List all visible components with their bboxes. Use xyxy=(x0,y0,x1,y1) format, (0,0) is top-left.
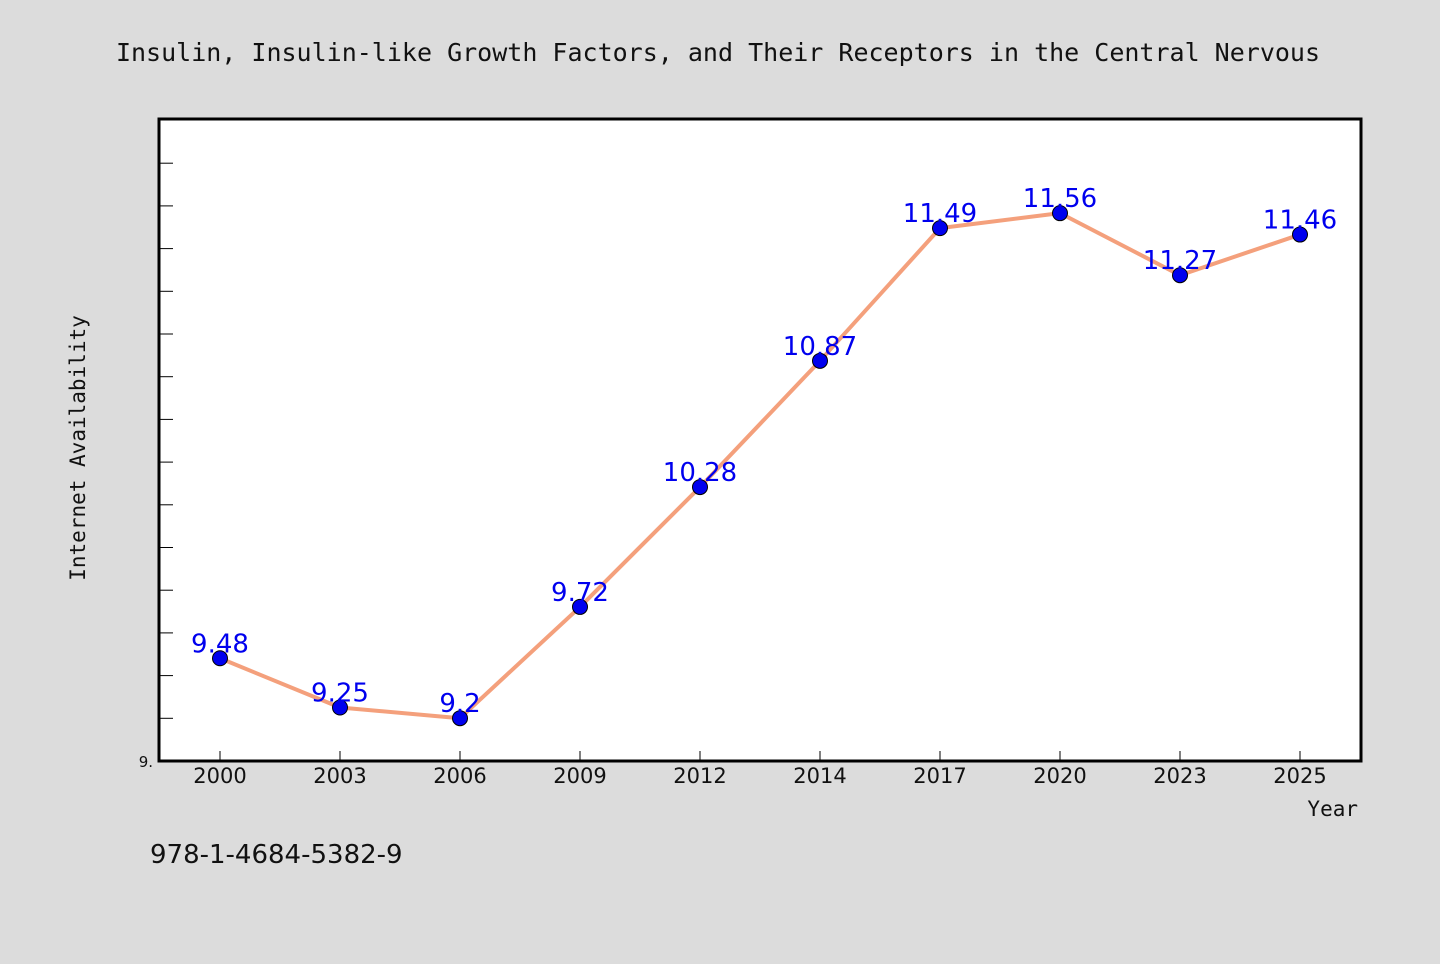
x-tick-label: 2012 xyxy=(673,764,726,788)
x-tick-label: 2003 xyxy=(313,764,366,788)
data-point xyxy=(212,650,228,667)
x-tick-label: 2020 xyxy=(1033,764,1086,788)
data-label: 11.46 xyxy=(1263,206,1337,236)
data-label: 10.28 xyxy=(663,458,737,488)
data-label: 11.27 xyxy=(1143,246,1217,276)
series-line xyxy=(219,211,1301,721)
data-point xyxy=(812,352,828,369)
data-point xyxy=(1172,267,1188,284)
data-point xyxy=(332,699,348,716)
data-point xyxy=(1292,226,1308,243)
chart-title: Insulin, Insulin-like Growth Factors, an… xyxy=(116,38,1320,67)
x-axis-ticks: 2000 2003 2006 2009 2012 2014 2017 2020 2023 2025 xyxy=(193,751,1327,788)
data-point xyxy=(692,479,708,496)
x-tick-label: 2006 xyxy=(433,764,486,788)
data-point xyxy=(932,220,948,237)
x-axis-label: Year xyxy=(1307,797,1358,821)
data-point xyxy=(572,598,588,615)
x-tick-label: 2009 xyxy=(553,764,606,788)
data-label: 9.2 xyxy=(439,689,480,719)
x-tick-label: 2025 xyxy=(1273,764,1326,788)
x-tick-label: 2000 xyxy=(193,764,246,788)
data-label: 9.25 xyxy=(311,679,369,709)
data-label: 9.48 xyxy=(191,629,249,659)
y-axis-ticks: 9. xyxy=(139,162,173,771)
x-tick-label: 2017 xyxy=(913,764,966,788)
y-axis-label: Internet Availability xyxy=(66,315,90,581)
data-label: 10.87 xyxy=(783,332,857,362)
data-label: 9.72 xyxy=(551,578,609,608)
y-tick-label: 9. xyxy=(139,753,153,771)
data-point xyxy=(1052,205,1068,222)
data-label: 11.49 xyxy=(903,199,977,229)
x-tick-label: 2014 xyxy=(793,764,846,788)
data-point xyxy=(452,710,468,727)
series-group: 9.48 9.25 9.2 9.72 10.28 10.87 11.49 11.56 11.27… xyxy=(191,184,1337,727)
x-tick-label: 2023 xyxy=(1153,764,1206,788)
isbn-footer: 978-1-4684-5382-9 xyxy=(150,840,403,870)
plot-area xyxy=(157,117,1363,763)
data-label: 11.56 xyxy=(1023,184,1097,214)
